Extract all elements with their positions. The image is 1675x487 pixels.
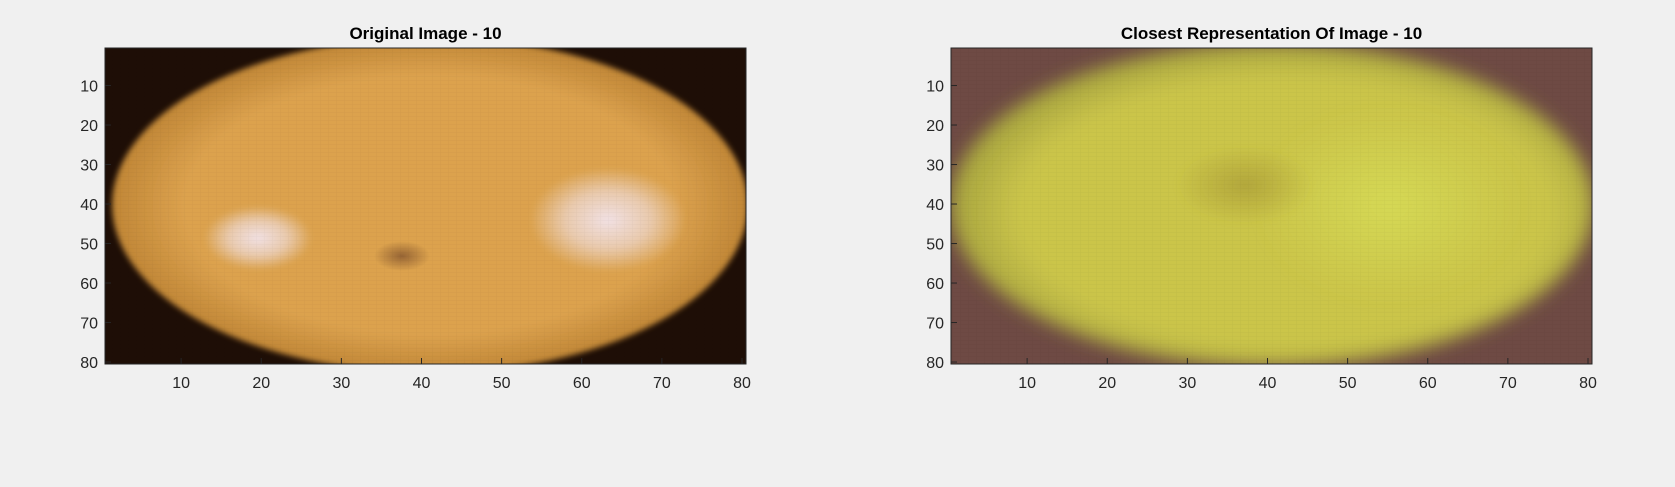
reconstruction-image <box>951 48 1592 364</box>
reconstruction-title: Closest Representation Of Image - 10 <box>1121 24 1422 43</box>
reconstruction-pixel-grid <box>951 48 1592 364</box>
original-xtick-label: 20 <box>252 375 270 392</box>
original-image-axes: Original Image - 10 10 20 30 40 50 60 70 80 10 20… <box>80 24 751 392</box>
reconstruction-ytick-label: 10 <box>926 79 944 96</box>
original-ytick-label: 20 <box>80 118 98 135</box>
reconstruction-ytick-label: 70 <box>926 316 944 333</box>
original-image <box>105 48 746 364</box>
reconstruction-ytick-label: 30 <box>926 158 944 175</box>
reconstruction-xtick-label: 40 <box>1259 375 1277 392</box>
original-ytick-label: 30 <box>80 158 98 175</box>
reconstruction-ytick-label: 80 <box>926 355 944 372</box>
reconstruction-ytick-label: 50 <box>926 237 944 254</box>
original-xtick-label: 50 <box>493 375 511 392</box>
reconstruction-ytick-label: 40 <box>926 197 944 214</box>
original-xtick-label: 40 <box>413 375 431 392</box>
reconstruction-frame <box>950 47 1593 365</box>
original-ytick-label: 50 <box>80 237 98 254</box>
reconstruction-axes: Closest Representation Of Image - 10 10 2… <box>926 24 1597 392</box>
reconstruction-xtick-label: 80 <box>1579 375 1597 392</box>
reconstruction-xtick-label: 70 <box>1499 375 1517 392</box>
original-pixel-grid <box>105 48 746 364</box>
reconstruction-ytick-label: 20 <box>926 118 944 135</box>
original-xtick-label: 80 <box>733 375 751 392</box>
reconstruction-xtick-label: 20 <box>1098 375 1116 392</box>
original-image-ticks: 10 20 30 40 50 60 70 80 10 20 30 40 50 60 70 80 <box>80 79 751 392</box>
original-ytick-label: 80 <box>80 355 98 372</box>
reconstruction-xtick-label: 50 <box>1339 375 1357 392</box>
original-ytick-label: 40 <box>80 197 98 214</box>
original-image-title: Original Image - 10 <box>349 24 501 43</box>
original-ytick-label: 60 <box>80 276 98 293</box>
original-ytick-label: 10 <box>80 79 98 96</box>
reconstruction-xtick-label: 10 <box>1018 375 1036 392</box>
original-xtick-label: 70 <box>653 375 671 392</box>
reconstruction-xtick-label: 60 <box>1419 375 1437 392</box>
reconstruction-xtick-label: 30 <box>1178 375 1196 392</box>
reconstruction-ticks: 10 20 30 40 50 60 70 80 10 20 30 40 50 60 70 80 <box>926 79 1597 392</box>
reconstruction-ytick-label: 60 <box>926 276 944 293</box>
original-ytick-label: 70 <box>80 316 98 333</box>
original-xtick-label: 30 <box>332 375 350 392</box>
original-image-frame <box>104 47 747 365</box>
original-xtick-label: 10 <box>172 375 190 392</box>
original-xtick-label: 60 <box>573 375 591 392</box>
